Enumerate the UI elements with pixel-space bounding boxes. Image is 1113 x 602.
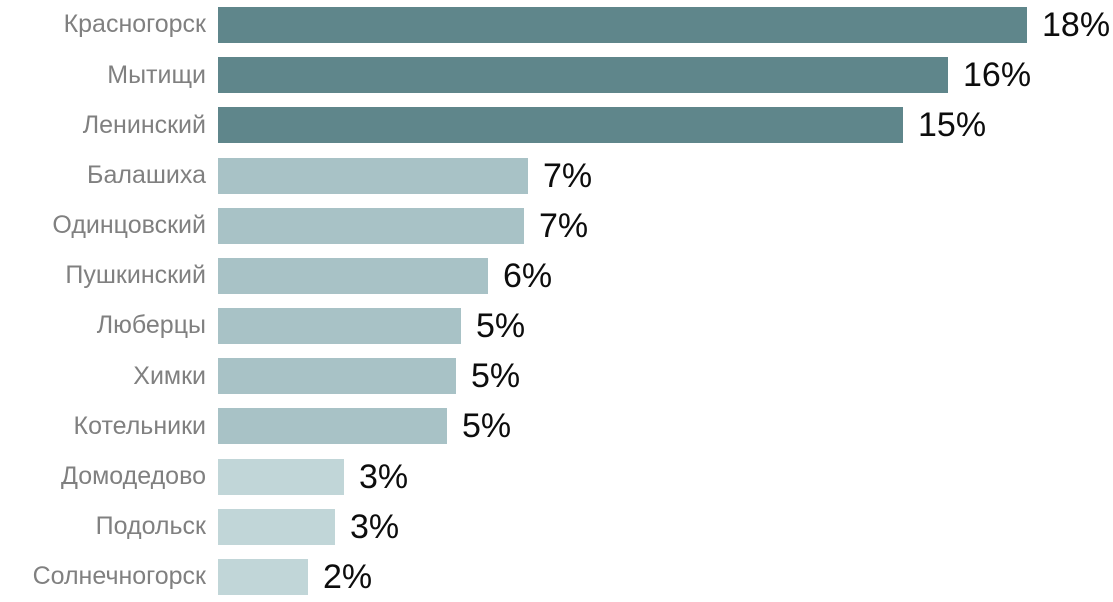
value-label: 3% bbox=[350, 507, 400, 546]
chart-row: Красногорск 18% bbox=[0, 0, 1113, 50]
value-label: 5% bbox=[471, 357, 521, 396]
category-label: Ленинский bbox=[82, 110, 206, 139]
category-label: Подольск bbox=[95, 512, 206, 541]
category-label: Домодедово bbox=[61, 461, 206, 490]
bar-track: 5% bbox=[218, 401, 1113, 451]
value-label: 15% bbox=[918, 106, 987, 145]
bar-track: 6% bbox=[218, 251, 1113, 301]
bar-track: 3% bbox=[218, 452, 1113, 502]
bar-track: 18% bbox=[218, 0, 1113, 50]
chart-row: Мытищи 16% bbox=[0, 50, 1113, 100]
chart-row: Балашиха 7% bbox=[0, 151, 1113, 201]
bar bbox=[218, 57, 948, 94]
bar-track: 7% bbox=[218, 201, 1113, 251]
value-label: 6% bbox=[503, 256, 553, 295]
bar bbox=[218, 207, 524, 244]
category-label: Люберцы bbox=[96, 311, 206, 340]
bar bbox=[218, 308, 461, 345]
value-label: 7% bbox=[539, 206, 589, 245]
bar bbox=[218, 157, 528, 194]
category-label: Мытищи bbox=[107, 60, 206, 89]
bar bbox=[218, 7, 1027, 44]
value-label: 18% bbox=[1042, 6, 1111, 45]
category-label: Одинцовский bbox=[52, 211, 206, 240]
bar-track: 15% bbox=[218, 100, 1113, 150]
value-label: 16% bbox=[963, 56, 1032, 95]
value-label: 5% bbox=[476, 307, 526, 346]
chart-row: Люберцы 5% bbox=[0, 301, 1113, 351]
category-label: Красногорск bbox=[63, 10, 206, 39]
category-label: Солнечногорск bbox=[32, 562, 206, 591]
bar bbox=[218, 257, 488, 294]
bar bbox=[218, 458, 344, 495]
bar-track: 16% bbox=[218, 50, 1113, 100]
value-label: 5% bbox=[462, 407, 512, 446]
bar bbox=[218, 107, 903, 144]
value-label: 7% bbox=[543, 156, 593, 195]
bar bbox=[218, 508, 335, 545]
bar-track: 3% bbox=[218, 502, 1113, 552]
category-label: Пушкинский bbox=[65, 261, 206, 290]
bar-track: 2% bbox=[218, 552, 1113, 602]
category-label: Химки bbox=[133, 361, 206, 390]
bar-track: 7% bbox=[218, 151, 1113, 201]
bar bbox=[218, 358, 456, 395]
bar-track: 5% bbox=[218, 351, 1113, 401]
value-label: 3% bbox=[359, 457, 409, 496]
chart-row: Ленинский 15% bbox=[0, 100, 1113, 150]
category-label: Балашиха bbox=[87, 160, 206, 189]
chart-row: Одинцовский 7% bbox=[0, 201, 1113, 251]
bar-track: 5% bbox=[218, 301, 1113, 351]
chart-row: Домодедово 3% bbox=[0, 452, 1113, 502]
value-label: 2% bbox=[323, 557, 373, 596]
category-label: Котельники bbox=[73, 411, 206, 440]
bar bbox=[218, 558, 308, 595]
chart-row: Подольск 3% bbox=[0, 502, 1113, 552]
chart-row: Солнечногорск 2% bbox=[0, 552, 1113, 602]
bar bbox=[218, 408, 447, 445]
chart-row: Котельники 5% bbox=[0, 401, 1113, 451]
chart-row: Химки 5% bbox=[0, 351, 1113, 401]
chart-row: Пушкинский 6% bbox=[0, 251, 1113, 301]
